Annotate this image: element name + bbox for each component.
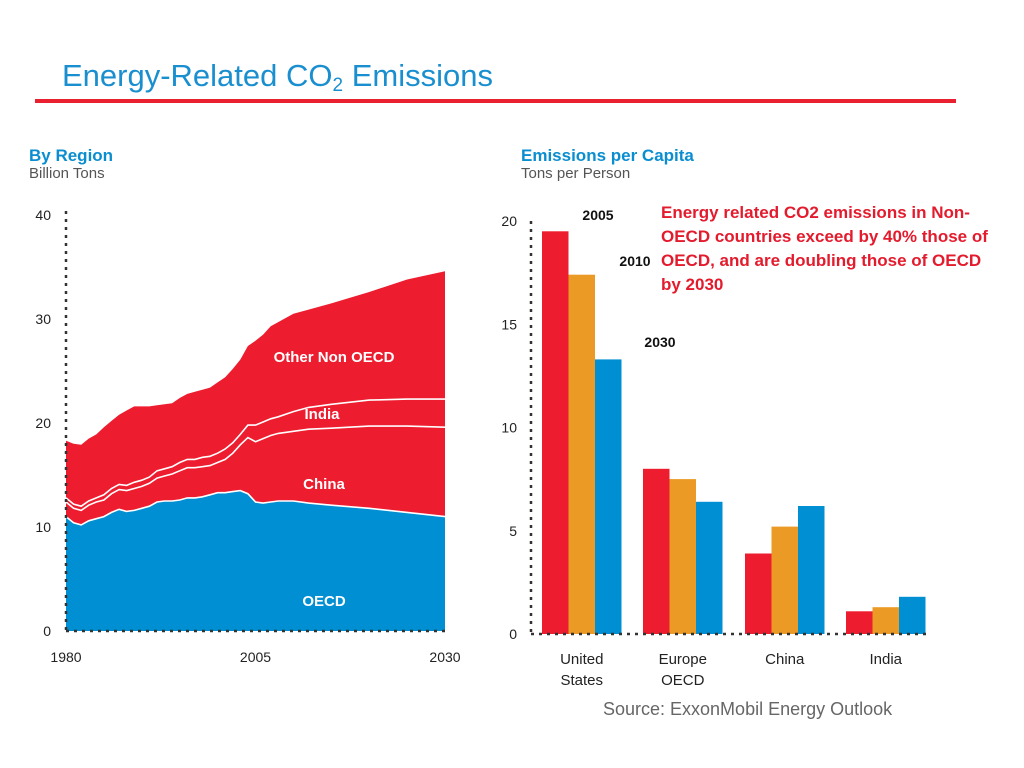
category-label: United: [560, 651, 603, 668]
category-label: States: [560, 672, 603, 689]
bar-china-2005: [745, 553, 772, 634]
series-label-2005: 2005: [582, 207, 613, 223]
bar-india-2005: [846, 611, 873, 634]
series-label-oecd: OECD: [302, 593, 346, 610]
area-china: [66, 426, 445, 525]
y-tick-label: 15: [501, 316, 517, 332]
bar-united-states-2030: [595, 359, 622, 634]
y-tick-label: 0: [509, 626, 517, 642]
source-text: Source: ExxonMobil Energy Outlook: [603, 699, 893, 719]
series-label-2030: 2030: [644, 334, 675, 350]
bar-china-2010: [771, 526, 798, 634]
series-label-2010: 2010: [619, 253, 650, 269]
category-label: OECD: [661, 672, 705, 689]
y-tick-label: 0: [43, 623, 51, 639]
y-tick-label: 30: [35, 311, 51, 327]
series-label-china: China: [303, 476, 345, 493]
y-tick-label: 20: [501, 213, 517, 229]
bar-europe-oecd-2010: [669, 479, 696, 634]
right-panel-title: Emissions per Capita: [521, 146, 694, 165]
area-separator-line: [65, 398, 445, 508]
title-rule: [35, 99, 956, 103]
series-label-india: India: [304, 406, 340, 423]
slide-title-subscript: 2: [332, 75, 344, 96]
bar-india-2030: [899, 596, 926, 634]
slide-title-end: Emissions: [343, 58, 493, 93]
y-tick-label: 20: [35, 415, 51, 431]
left-panel-title: By Region: [29, 146, 114, 165]
y-tick-label: 5: [509, 523, 517, 539]
area-other-non-oecd: [66, 271, 445, 507]
x-tick-label: 2005: [240, 649, 271, 665]
right-panel-subtitle: Tons per Person: [521, 165, 631, 182]
y-tick-label: 10: [501, 420, 517, 436]
slide-title: Energy-Related CO2 Emissions: [62, 58, 493, 97]
area-oecd: [66, 490, 445, 631]
area-separator-line: [65, 489, 446, 526]
bar-europe-oecd-2005: [643, 468, 670, 634]
slide-title-main: Energy-Related CO: [62, 58, 333, 93]
y-tick-label: 40: [35, 207, 51, 223]
category-label: India: [869, 651, 902, 668]
left-panel-subtitle: Billion Tons: [29, 165, 105, 182]
category-label: Europe: [659, 651, 707, 668]
category-label: China: [765, 651, 805, 668]
area-separator-line: [65, 425, 446, 512]
series-label-other-non-oecd: Other Non OECD: [274, 349, 395, 366]
bar-united-states-2010: [568, 274, 595, 634]
bar-china-2030: [798, 506, 825, 634]
bar-europe-oecd-2030: [696, 501, 723, 634]
x-tick-label: 1980: [50, 649, 81, 665]
bar-united-states-2005: [542, 231, 569, 635]
annotation-note: Energy related CO2 emissions in Non-OECD…: [661, 203, 988, 294]
y-tick-label: 10: [35, 519, 51, 535]
x-tick-label: 2030: [429, 649, 460, 665]
bar-india-2010: [872, 607, 899, 634]
